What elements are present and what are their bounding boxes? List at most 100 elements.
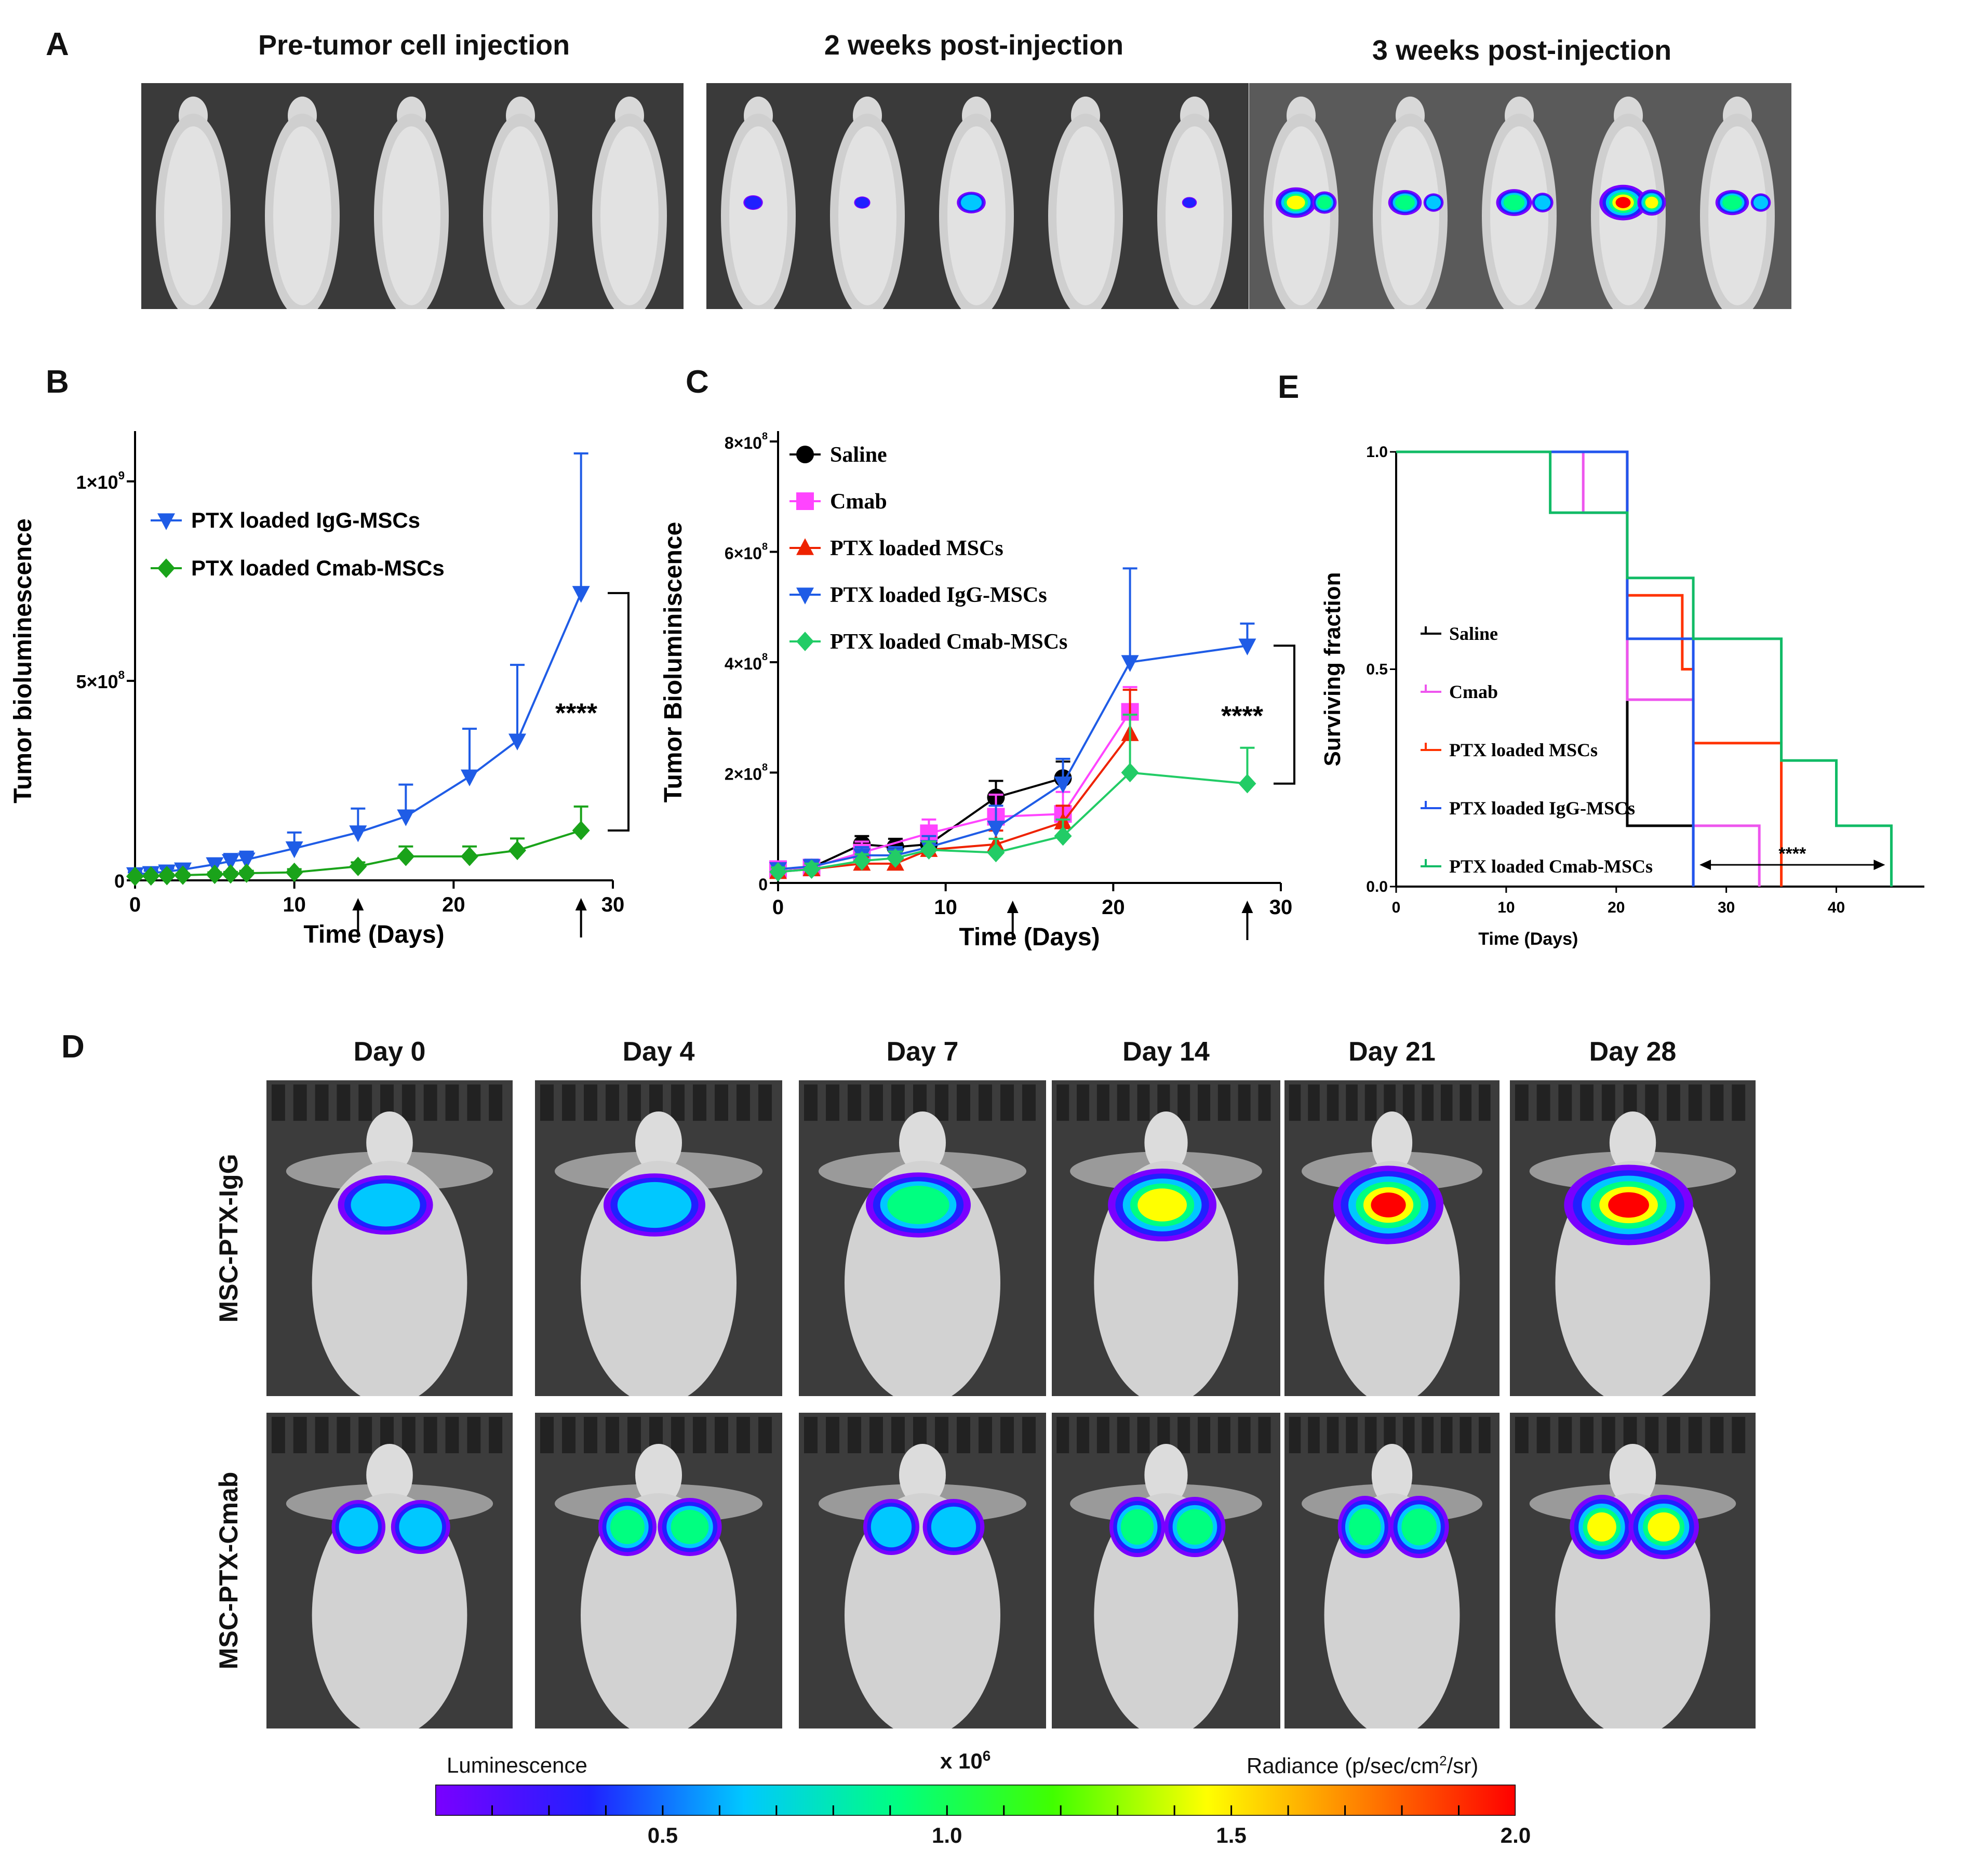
panel-a-image-0 — [141, 83, 684, 309]
colorbar-scale-text: x 10 — [940, 1749, 983, 1773]
chart-B-errorbar-0-11 — [510, 664, 525, 741]
chart-B-point-0-10 — [461, 769, 478, 786]
panel-d-cage-bar-0-5-2 — [1558, 1084, 1572, 1121]
colorbar-tick-label-2: 1.5 — [1216, 1823, 1247, 1847]
panel-d-day-label-4: Day 21 — [1348, 1037, 1436, 1067]
panel-a-caption-1: 2 weeks post-injection — [824, 30, 1124, 61]
chart-B-legend-label-0: PTX loaded IgG-MSCs — [191, 508, 420, 532]
panel-d-cage-bar-0-0-0 — [271, 1084, 285, 1121]
panel-d-cage-bar-1-5-2 — [1558, 1417, 1572, 1453]
chart-B-x-tick-label-2: 20 — [442, 893, 465, 916]
panel-a-mouse-2-1-belly — [1381, 126, 1439, 305]
chart-B-y-tick-label-2: 1×109 — [76, 469, 125, 493]
chart-B-significance-label: **** — [555, 698, 598, 728]
chart-C-y-tick-label-4: 8×108 — [725, 431, 768, 452]
chart-C-legend-label-1: Cmab — [830, 490, 887, 514]
panel-d-cage-bar-1-1-10 — [758, 1417, 772, 1453]
panel-d-cage-bar-1-0-7 — [423, 1417, 437, 1453]
panel-d-cage-bar-1-1-3 — [606, 1417, 619, 1453]
panel-d-cage-bar-0-1-8 — [715, 1084, 728, 1121]
chart-E-legend-label-2: PTX loaded MSCs — [1449, 740, 1598, 760]
panel-d-cage-bar-1-1-0 — [540, 1417, 554, 1453]
panel-d-cage-bar-0-0-2 — [315, 1084, 329, 1121]
panel-a-mouse-0-4 — [592, 96, 667, 309]
panel-a-mouse-1-2-belly — [947, 126, 1006, 305]
panel-d-image-0-5 — [1510, 1080, 1756, 1396]
chart-B-x-tick-label-1: 10 — [283, 893, 306, 916]
panel-d-cage-bar-0-3-8 — [1217, 1084, 1230, 1121]
chart-E-series-line-4 — [1396, 450, 1893, 887]
chart-E-significance-arrow — [1699, 860, 1885, 870]
panel-d-signal-right-1-4-layer-3 — [1401, 1508, 1437, 1546]
chart-B-legend-marker-1 — [157, 558, 175, 578]
panel-d-cage-bar-0-3-3 — [1117, 1084, 1130, 1121]
panel-a-image-1 — [706, 83, 1249, 309]
panel-a-signal-1-4-layer-1 — [1183, 197, 1196, 208]
chart-C-x-tick-label-3: 30 — [1269, 896, 1293, 919]
panel-d-cage-bar-0-3-10 — [1258, 1084, 1271, 1121]
colorbar-ticks: 0.5 1.0 1.5 2.0 — [435, 1823, 1531, 1854]
panel-d-signal-right-1-2-layer-2 — [931, 1506, 976, 1548]
panel-d-cage-bar-1-3-10 — [1258, 1417, 1271, 1453]
panel-d-cage-bar-0-1-9 — [737, 1084, 750, 1121]
panel-d-cage-bar-1-4-0 — [1289, 1417, 1301, 1453]
panel-d-cage-bar-0-2-1 — [826, 1084, 839, 1121]
panel-d-cage-bar-1-4-7 — [1422, 1417, 1434, 1453]
panel-d-cage-bar-0-0-3 — [337, 1084, 351, 1121]
panel-d-cage-bar-1-3-0 — [1056, 1417, 1069, 1453]
panel-d-signal-left-1-5-layer-4 — [1587, 1512, 1616, 1542]
panel-d-cage-bar-0-5-9 — [1710, 1084, 1724, 1121]
panel-a-mouse-1-0-belly — [729, 126, 787, 305]
panel-d-row-label-1: MSC-PTX-Cmab — [214, 1471, 243, 1670]
chart-B-y-tick-label-0: 0 — [114, 870, 125, 892]
panel-d-cage-bar-1-2-1 — [826, 1417, 839, 1453]
panel-d-cage-bar-0-5-7 — [1667, 1084, 1680, 1121]
panel-d-signal-0-4-layer-5 — [1371, 1192, 1406, 1217]
panel-d-cage-bar-1-2-7 — [957, 1417, 970, 1453]
chart-C-point-3-8 — [1238, 638, 1256, 655]
colorbar-left-label: Luminescence — [447, 1753, 587, 1777]
chart-B-point-1-11 — [508, 840, 526, 861]
panel-d-cage-bar-1-1-6 — [671, 1417, 685, 1453]
chart-C-series-4 — [769, 713, 1256, 882]
chart-B-point-1-8 — [349, 856, 367, 876]
panel-d-cage-bar-1-2-2 — [848, 1417, 861, 1453]
panel-letter-a: A — [46, 26, 69, 62]
panel-d-head-0-1 — [635, 1111, 682, 1174]
panel-d-signal-left-1-3-layer-3 — [1120, 1509, 1154, 1545]
chart-C-legend-item-0: Saline — [789, 443, 887, 467]
chart-E-legend-item-2: PTX loaded MSCs — [1421, 740, 1598, 760]
chart-b: 0 10 20 30 0 5×108 1×109 Time (Days) Tumor biolu… — [0, 405, 654, 982]
chart-B-legend-marker-0 — [157, 513, 175, 530]
chart-B-point-1-7 — [285, 862, 303, 882]
panel-d-cage-bar-1-2-0 — [804, 1417, 818, 1453]
panel-d-cage-bar-0-5-6 — [1645, 1084, 1659, 1121]
panel-d-cage-bar-1-3-3 — [1117, 1417, 1130, 1453]
chart-E-y-tick-label-1: 0.5 — [1366, 661, 1388, 678]
panel-d-cage-bar-1-3-6 — [1177, 1417, 1190, 1453]
panel-a-mouse-2-2-belly — [1490, 126, 1548, 305]
chart-B-point-0-12 — [572, 586, 590, 603]
chart-C-point-4-3 — [886, 848, 904, 868]
panel-a-mouse-2-1 — [1373, 96, 1448, 309]
chart-E-significance-label: **** — [1778, 844, 1806, 864]
chart-e: 0 10 20 30 40 0.0 0.5 1.0 Surviving fraction Time… — [1319, 405, 1963, 982]
chart-C-y-tick-label-1: 2×108 — [725, 762, 768, 784]
panel-d-cage-bar-1-1-9 — [737, 1417, 750, 1453]
chart-E-x-tick-label-2: 20 — [1608, 899, 1625, 916]
panel-a-mouse-0-3 — [483, 96, 558, 309]
panel-d-cage-bar-1-0-9 — [467, 1417, 481, 1453]
panel-a-mouse-0-1 — [265, 96, 340, 309]
panel-d-cage-bar-0-5-3 — [1580, 1084, 1594, 1121]
panel-d-cage-bar-1-3-4 — [1137, 1417, 1150, 1453]
chart-C-point-4-8 — [1238, 774, 1256, 794]
panel-d-cage-bar-0-2-10 — [1022, 1084, 1036, 1121]
panel-d-cage-bar-0-3-2 — [1096, 1084, 1109, 1121]
panel-a-mouse-1-0 — [721, 96, 796, 309]
panel-d-head-1-5 — [1609, 1444, 1656, 1506]
panel-a-mouse-1-1 — [830, 96, 905, 309]
chart-C-treatment-arrow-1 — [1241, 901, 1253, 940]
chart-E-legend-item-0: Saline — [1421, 623, 1498, 644]
panel-d-signal-left-1-4-layer-3 — [1349, 1508, 1381, 1546]
panel-d-cage-bar-0-0-7 — [423, 1084, 437, 1121]
